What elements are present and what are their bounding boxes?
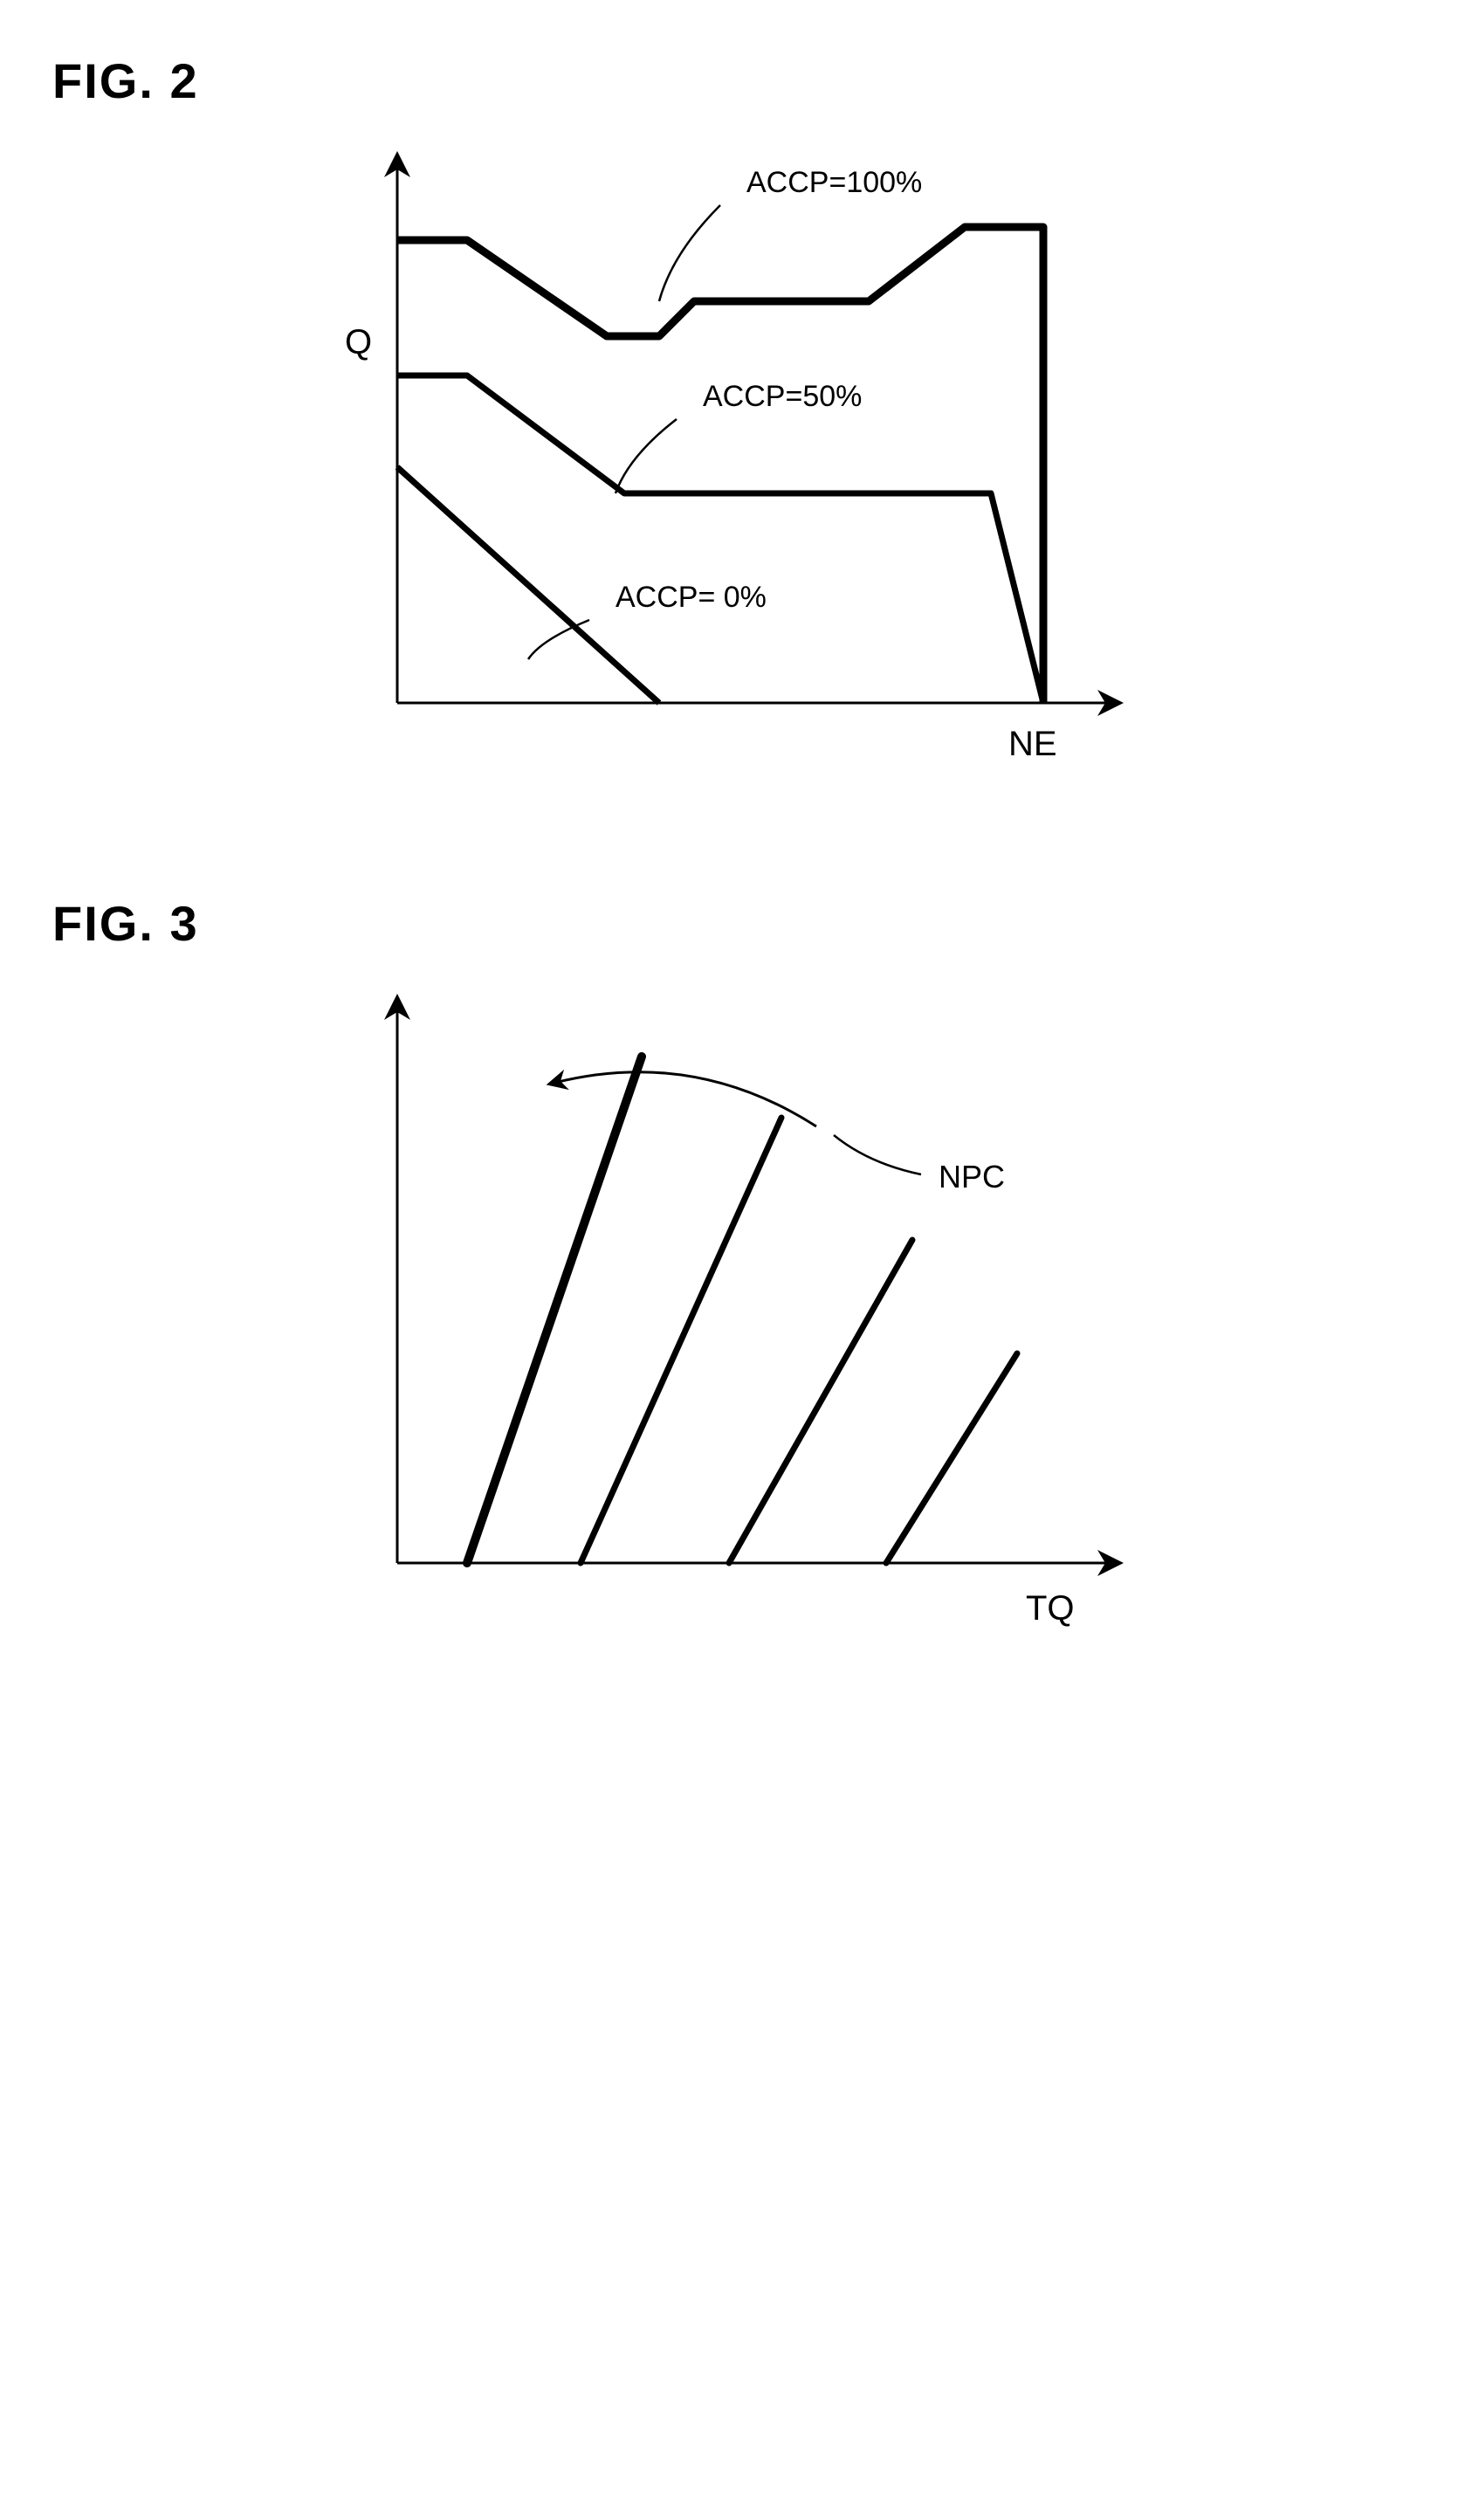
- fig3-npc-label: NPC: [939, 1159, 1005, 1195]
- fig2-leader-2: [528, 620, 589, 659]
- fig3-x-label: TQ: [1026, 1589, 1075, 1628]
- fig3-npc-leader: [834, 1135, 921, 1174]
- fig3-trend-arrow: [554, 1072, 816, 1126]
- fig2-curve-0: [397, 227, 1043, 703]
- figure-2: FIG. 2 Q NE ACCP=100% ACCP=50% ACCP= 0%: [35, 52, 1423, 790]
- fig2-leader-0: [659, 205, 720, 301]
- figure-3: FIG. 3 TQ NPC: [35, 895, 1423, 1650]
- fig2-chart: Q NE ACCP=100% ACCP=50% ACCP= 0%: [292, 144, 1166, 790]
- fig2-curves: ACCP=100% ACCP=50% ACCP= 0%: [397, 166, 1043, 703]
- fig2-curve-label-1: ACCP=50%: [703, 380, 862, 413]
- fig3-line-2: [729, 1240, 912, 1563]
- fig2-chart-wrap: Q NE ACCP=100% ACCP=50% ACCP= 0%: [35, 144, 1423, 790]
- fig2-curve-1: [397, 375, 1043, 703]
- fig2-curve-label-2: ACCP= 0%: [616, 581, 767, 614]
- fig3-line-3: [886, 1353, 1017, 1563]
- fig2-y-label: Q: [345, 323, 372, 361]
- fig2-leader-1: [616, 419, 677, 493]
- fig2-title: FIG. 2: [52, 52, 1423, 109]
- fig2-curve-label-0: ACCP=100%: [746, 166, 922, 199]
- fig3-title: FIG. 3: [52, 895, 1423, 952]
- fig3-lines: [467, 1057, 1017, 1563]
- fig3-chart-wrap: TQ NPC: [35, 987, 1423, 1650]
- fig3-line-1: [581, 1118, 781, 1563]
- fig3-chart: TQ NPC: [292, 987, 1166, 1650]
- fig2-x-label: NE: [1008, 725, 1057, 763]
